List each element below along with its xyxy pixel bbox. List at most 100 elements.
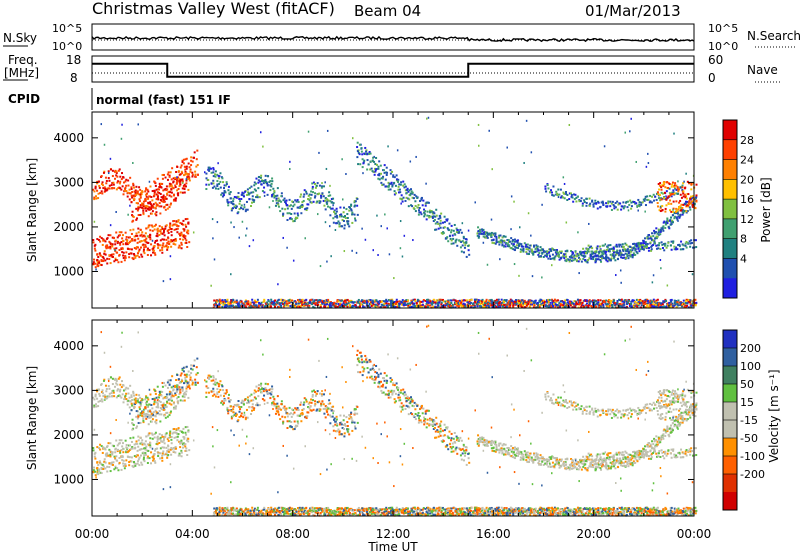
power-point [563,197,566,200]
power-point [503,304,506,307]
power-point [251,201,254,204]
power-point [139,193,142,196]
power-point [317,193,320,196]
power-point [320,299,323,302]
power-point [545,250,548,253]
power-point [611,305,614,308]
power-point [670,223,673,226]
power-point [303,193,306,196]
power-point [391,300,394,303]
power-point [519,300,522,303]
power-point [139,213,142,216]
power-point [119,187,122,190]
power-point [656,302,659,305]
power-point [327,298,330,301]
power-point [341,158,343,161]
power-point [272,199,274,202]
power-point [366,153,369,156]
power-point [378,300,381,303]
power-point [292,259,295,262]
power-point [100,175,103,178]
power-point [525,248,528,251]
power-point [686,193,689,196]
velocity-point [114,467,117,470]
power-point [577,254,580,257]
power-point [358,153,361,156]
power-point [321,192,324,195]
power-point [428,215,431,218]
power-point [658,229,661,232]
power-point [434,305,437,308]
power-point [628,203,631,206]
power-point [477,236,480,239]
power-point [653,199,656,202]
power-point [694,207,697,210]
power-point [324,303,327,306]
power-point [285,199,288,202]
power-point [519,250,522,253]
power-point [455,227,458,230]
velocity-point [100,398,103,401]
power-point [393,301,396,304]
power-point [649,200,652,203]
power-point [134,256,137,259]
power-point [168,175,171,178]
power-point [655,235,658,238]
power-point [238,208,241,211]
velocity-point [139,442,142,445]
power-point [682,195,685,198]
power-point [132,253,135,256]
power-point [661,192,664,195]
power-point [170,227,173,230]
velocity-point [109,453,112,456]
power-point [380,181,383,184]
velocity-point [132,392,135,395]
power-point [276,302,279,305]
power-point [391,170,394,173]
power-point [681,184,684,187]
power-point [361,299,364,302]
power-point [166,193,169,196]
power-point [532,252,535,255]
power-point [404,199,407,202]
power-point [318,192,321,195]
power-point [366,159,369,162]
power-point [127,242,130,245]
velocity-point [127,392,130,395]
power-point [554,305,557,308]
velocity-point [106,445,109,448]
power-point [147,215,150,218]
power-point [135,247,138,250]
power-point [558,193,561,196]
power-point [233,206,236,209]
power-point [664,226,667,229]
velocity-point [122,459,125,462]
power-point [161,226,164,229]
power-point [565,192,568,195]
power-point [372,303,375,306]
power-point [216,173,219,176]
power-point [616,200,619,203]
power-point [467,249,470,252]
power-point [410,204,413,207]
power-point [677,208,680,211]
power-point [381,300,384,303]
power-point [602,255,604,258]
power-point [373,173,376,176]
power-point [145,195,148,198]
power-point [620,252,623,255]
power-point [434,228,437,231]
power-point [443,215,446,218]
power-point [533,300,536,303]
power-point [660,241,663,244]
power-point [350,203,353,206]
power-point [412,239,414,242]
power-point [144,207,147,210]
power-point [382,183,385,186]
velocity-point [126,447,129,450]
velocity-point [104,453,107,456]
power-point [614,206,617,209]
power-point [416,196,419,199]
power-point [174,198,177,201]
power-point [560,252,563,255]
